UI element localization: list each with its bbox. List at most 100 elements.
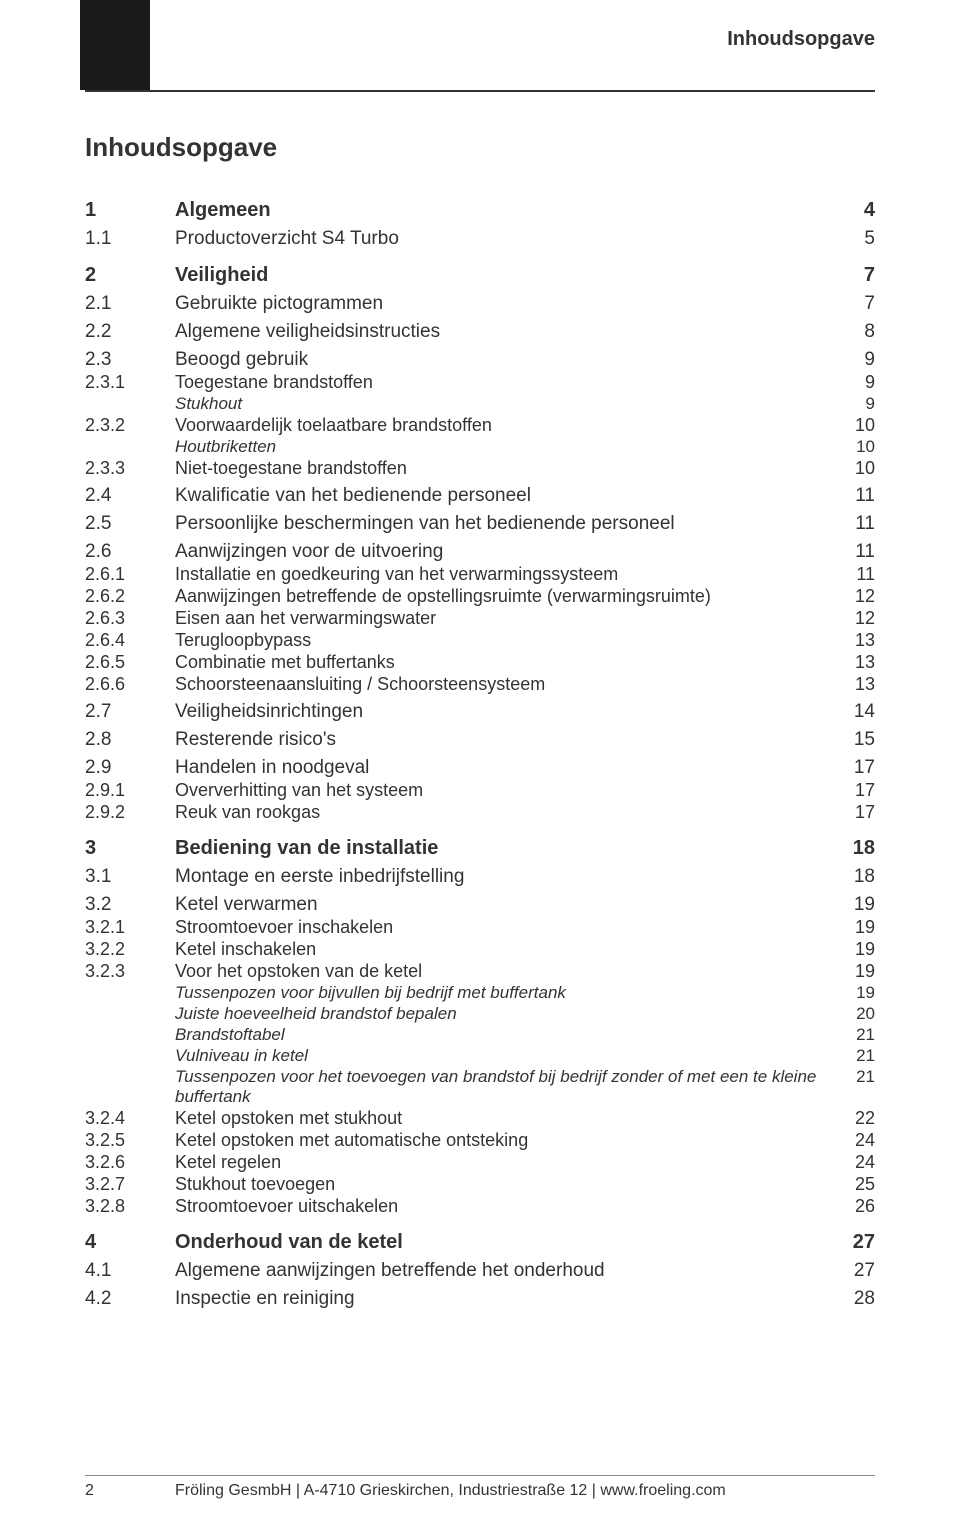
toc-title: Persoonlijke beschermingen van het bedie…	[175, 513, 841, 535]
toc-title: Resterende risico's	[175, 729, 841, 751]
header-black-block	[80, 0, 150, 90]
toc-title: Brandstoftabel	[175, 1025, 841, 1045]
toc-page-number: 18	[841, 837, 875, 860]
toc-entry: 2.2Algemene veiligheidsinstructies8	[85, 321, 875, 343]
toc-title: Voorwaardelijk toelaatbare brandstoffen	[175, 415, 841, 436]
toc-number: 2.7	[85, 701, 175, 723]
footer-row: 2 Fröling GesmbH | A-4710 Grieskirchen, …	[85, 1482, 875, 1500]
toc-number: 2.1	[85, 293, 175, 315]
toc-page-number: 21	[841, 1025, 875, 1045]
document-title: Inhoudsopgave	[85, 132, 875, 163]
toc-page-number: 18	[841, 866, 875, 888]
toc-title: Juiste hoeveelheid brandstof bepalen	[175, 1004, 841, 1024]
toc-page-number: 11	[841, 541, 875, 563]
toc-page-number: 21	[841, 1046, 875, 1066]
toc-number: 3.2.1	[85, 917, 175, 938]
toc-page-number: 17	[841, 780, 875, 801]
toc-title: Tussenpozen voor bijvullen bij bedrijf m…	[175, 983, 841, 1003]
toc-page-number: 19	[841, 939, 875, 960]
toc-entry: 3.2.4Ketel opstoken met stukhout22	[85, 1108, 875, 1129]
toc-page-number: 8	[841, 321, 875, 343]
toc-page-number: 14	[841, 701, 875, 723]
toc-page-number: 9	[841, 394, 875, 414]
toc-number: 4.1	[85, 1260, 175, 1282]
toc-page-number: 7	[841, 264, 875, 287]
toc-number: 2.8	[85, 729, 175, 751]
toc-page-number: 7	[841, 293, 875, 315]
toc-title: Montage en eerste inbedrijfstelling	[175, 866, 841, 888]
toc-title: Vulniveau in ketel	[175, 1046, 841, 1066]
toc-entry: 3.2.7Stukhout toevoegen25	[85, 1174, 875, 1195]
toc-number: 3.2.7	[85, 1174, 175, 1195]
toc-entry: 2Veiligheid7	[85, 264, 875, 287]
toc-title: Niet-toegestane brandstoffen	[175, 458, 841, 479]
toc-title: Oververhitting van het systeem	[175, 780, 841, 801]
toc-entry: 2.9Handelen in noodgeval17	[85, 757, 875, 779]
toc-entry: 2.4Kwalificatie van het bedienende perso…	[85, 485, 875, 507]
toc-title: Stroomtoevoer uitschakelen	[175, 1196, 841, 1217]
toc-entry: Tussenpozen voor bijvullen bij bedrijf m…	[85, 983, 875, 1003]
toc-page-number: 13	[841, 630, 875, 651]
toc-title: Stroomtoevoer inschakelen	[175, 917, 841, 938]
toc-number: 2.6.3	[85, 608, 175, 629]
toc-entry: 2.6.1Installatie en goedkeuring van het …	[85, 564, 875, 585]
toc-number: 2.3	[85, 349, 175, 371]
toc-page-number: 19	[841, 983, 875, 1003]
toc-title: Ketel inschakelen	[175, 939, 841, 960]
toc-entry: 3.1Montage en eerste inbedrijfstelling18	[85, 866, 875, 888]
toc-title: Ketel regelen	[175, 1152, 841, 1173]
toc-page-number: 4	[841, 199, 875, 222]
toc-title: Aanwijzingen voor de uitvoering	[175, 541, 841, 563]
toc-page-number: 19	[841, 917, 875, 938]
toc-page-number: 17	[841, 757, 875, 779]
toc-number: 3.2.4	[85, 1108, 175, 1129]
toc-title: Schoorsteenaansluiting / Schoorsteensyst…	[175, 674, 841, 695]
toc-page-number: 10	[841, 415, 875, 436]
toc-entry: 2.9.2Reuk van rookgas17	[85, 802, 875, 823]
page-footer: 2 Fröling GesmbH | A-4710 Grieskirchen, …	[0, 1475, 960, 1514]
toc-title: Tussenpozen voor het toevoegen van brand…	[175, 1067, 841, 1107]
toc-page-number: 13	[841, 674, 875, 695]
toc-page-number: 22	[841, 1108, 875, 1129]
toc-entry: Vulniveau in ketel21	[85, 1046, 875, 1066]
toc-page-number: 5	[841, 228, 875, 250]
toc-number: 3.2	[85, 894, 175, 916]
toc-page-number: 13	[841, 652, 875, 673]
toc-page-number: 12	[841, 608, 875, 629]
toc-number: 2.2	[85, 321, 175, 343]
toc-page-number: 17	[841, 802, 875, 823]
toc-number: 2.9	[85, 757, 175, 779]
toc-entry: Houtbriketten10	[85, 437, 875, 457]
toc-title: Toegestane brandstoffen	[175, 372, 841, 393]
toc-number: 1	[85, 199, 175, 222]
toc-entry: Juiste hoeveelheid brandstof bepalen20	[85, 1004, 875, 1024]
toc-page-number: 24	[841, 1152, 875, 1173]
toc-number: 2.3.3	[85, 458, 175, 479]
toc-entry: 3.2.5Ketel opstoken met automatische ont…	[85, 1130, 875, 1151]
toc-entry: 3.2Ketel verwarmen19	[85, 894, 875, 916]
toc-title: Algemeen	[175, 199, 841, 222]
toc-entry: 2.3.3Niet-toegestane brandstoffen10	[85, 458, 875, 479]
toc-entry: 2.6Aanwijzingen voor de uitvoering11	[85, 541, 875, 563]
toc-title: Veiligheidsinrichtingen	[175, 701, 841, 723]
toc-title: Beoogd gebruik	[175, 349, 841, 371]
toc-page-number: 11	[841, 564, 875, 585]
toc-number: 4.2	[85, 1288, 175, 1310]
toc-entry: 3.2.3Voor het opstoken van de ketel19	[85, 961, 875, 982]
toc-page-number: 19	[841, 894, 875, 916]
toc-number: 1.1	[85, 228, 175, 250]
toc-title: Houtbriketten	[175, 437, 841, 457]
toc-entry: 3.2.2Ketel inschakelen19	[85, 939, 875, 960]
toc-number: 2.9.2	[85, 802, 175, 823]
toc-entry: 4.2Inspectie en reiniging28	[85, 1288, 875, 1310]
toc-number: 3.2.2	[85, 939, 175, 960]
toc-title: Terugloopbypass	[175, 630, 841, 651]
toc-title: Ketel verwarmen	[175, 894, 841, 916]
toc-page-number: 24	[841, 1130, 875, 1151]
toc-entry: 2.6.6Schoorsteenaansluiting / Schoorstee…	[85, 674, 875, 695]
toc-number: 2.3.1	[85, 372, 175, 393]
footer-divider	[85, 1475, 875, 1476]
toc-entry: 4Onderhoud van de ketel27	[85, 1231, 875, 1254]
toc-entry: Stukhout9	[85, 394, 875, 414]
toc-number: 3.2.6	[85, 1152, 175, 1173]
